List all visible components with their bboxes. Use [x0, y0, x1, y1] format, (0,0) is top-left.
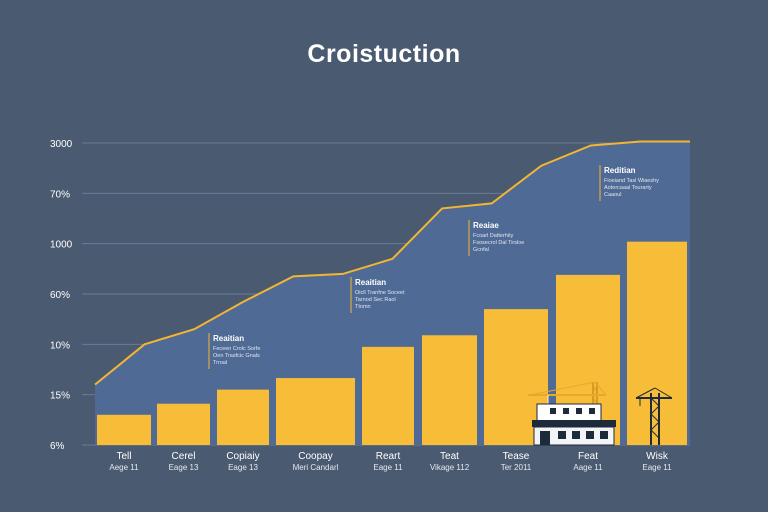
annotation-line-0-2: Trroal [213, 360, 227, 366]
category-sublabel-0: Aege 11 [109, 463, 139, 472]
category-sublabel-3: Meri Candarl [293, 463, 339, 472]
annotation-title-0: Reaitian [213, 334, 244, 343]
building-illustration [528, 381, 616, 446]
annotation-line-3-0: Fioeiand Tasl Wiaeshy [604, 178, 659, 184]
y-tick-label-2: 10% [50, 340, 70, 351]
y-tick-label-1: 15% [50, 391, 70, 402]
annotation-line-0-0: Feceen Crolc Sorfe [213, 346, 260, 352]
bar-3 [276, 378, 355, 445]
annotation-line-1-2: Ttomn [355, 304, 371, 310]
category-sublabel-2: Eage 13 [228, 463, 258, 472]
annotation-line-2-2: Gcnfal [473, 247, 489, 253]
annotation-title-1: Reaitian [355, 278, 386, 287]
annotation-3: Reditian Fioeiand Tasl WiaeshyAotercaaal … [599, 165, 659, 201]
tower-crane-icon [635, 387, 673, 445]
annotation-line-1-0: Oicll Tranfne Soceet [355, 290, 405, 296]
category-label-5: Teat [440, 451, 459, 462]
annotation-line-1-1: Tarnod Sec Raol [355, 297, 396, 303]
chart-title: Croistuction [307, 40, 460, 68]
category-label-3: Coopay [298, 451, 332, 462]
annotation-line-0-1: Oen Trasfcic Gnals [213, 353, 260, 359]
category-label-7: Feat [578, 451, 598, 462]
bar-2 [217, 389, 269, 445]
bar-4 [362, 346, 414, 445]
annotation-line-3-2: Caaoul [604, 192, 621, 198]
bar-5 [422, 335, 477, 445]
annotation-title-2: Reaiae [473, 221, 499, 230]
category-sublabel-8: Eage 11 [642, 463, 672, 472]
category-label-2: Copiaiy [226, 451, 259, 462]
y-tick-label-5: 70% [50, 189, 70, 200]
category-sublabel-6: Ter 2011 [501, 463, 532, 472]
category-label-4: Reart [376, 451, 401, 462]
y-tick-label-4: 1000 [50, 240, 73, 251]
annotation-line-2-0: Fcoarl Datterhity [473, 233, 514, 239]
y-tick-label-0: 6% [50, 441, 65, 452]
category-label-6: Tease [503, 451, 530, 462]
annotation-title-3: Reditian [604, 166, 636, 175]
category-sublabel-7: Aage 11 [573, 463, 603, 472]
bar-1 [157, 403, 210, 445]
category-label-1: Cerel [172, 451, 196, 462]
y-tick-label-6: 3000 [50, 139, 73, 150]
bar-0 [97, 414, 151, 445]
category-label-8: Wisk [646, 451, 669, 462]
category-sublabel-5: Vikage 112 [430, 463, 470, 472]
category-label-0: Tell [116, 451, 131, 462]
bar-8 [627, 241, 687, 445]
trend-line [94, 140, 690, 386]
y-axis-ticks: 6% 15% 10% 60% 1000 70% 3000 [50, 139, 73, 452]
category-sublabel-4: Eage 11 [373, 463, 403, 472]
annotation-line-2-1: Fsosecrol Dal Tirsloe [473, 240, 524, 246]
category-sublabel-1: Eage 13 [169, 463, 199, 472]
y-tick-label-3: 60% [50, 290, 70, 301]
annotation-line-3-1: Aotercaaal Tourarty [604, 185, 652, 191]
